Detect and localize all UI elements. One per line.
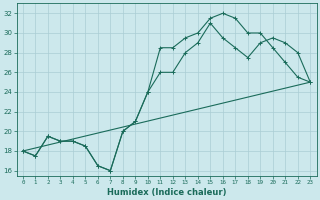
X-axis label: Humidex (Indice chaleur): Humidex (Indice chaleur) — [107, 188, 226, 197]
